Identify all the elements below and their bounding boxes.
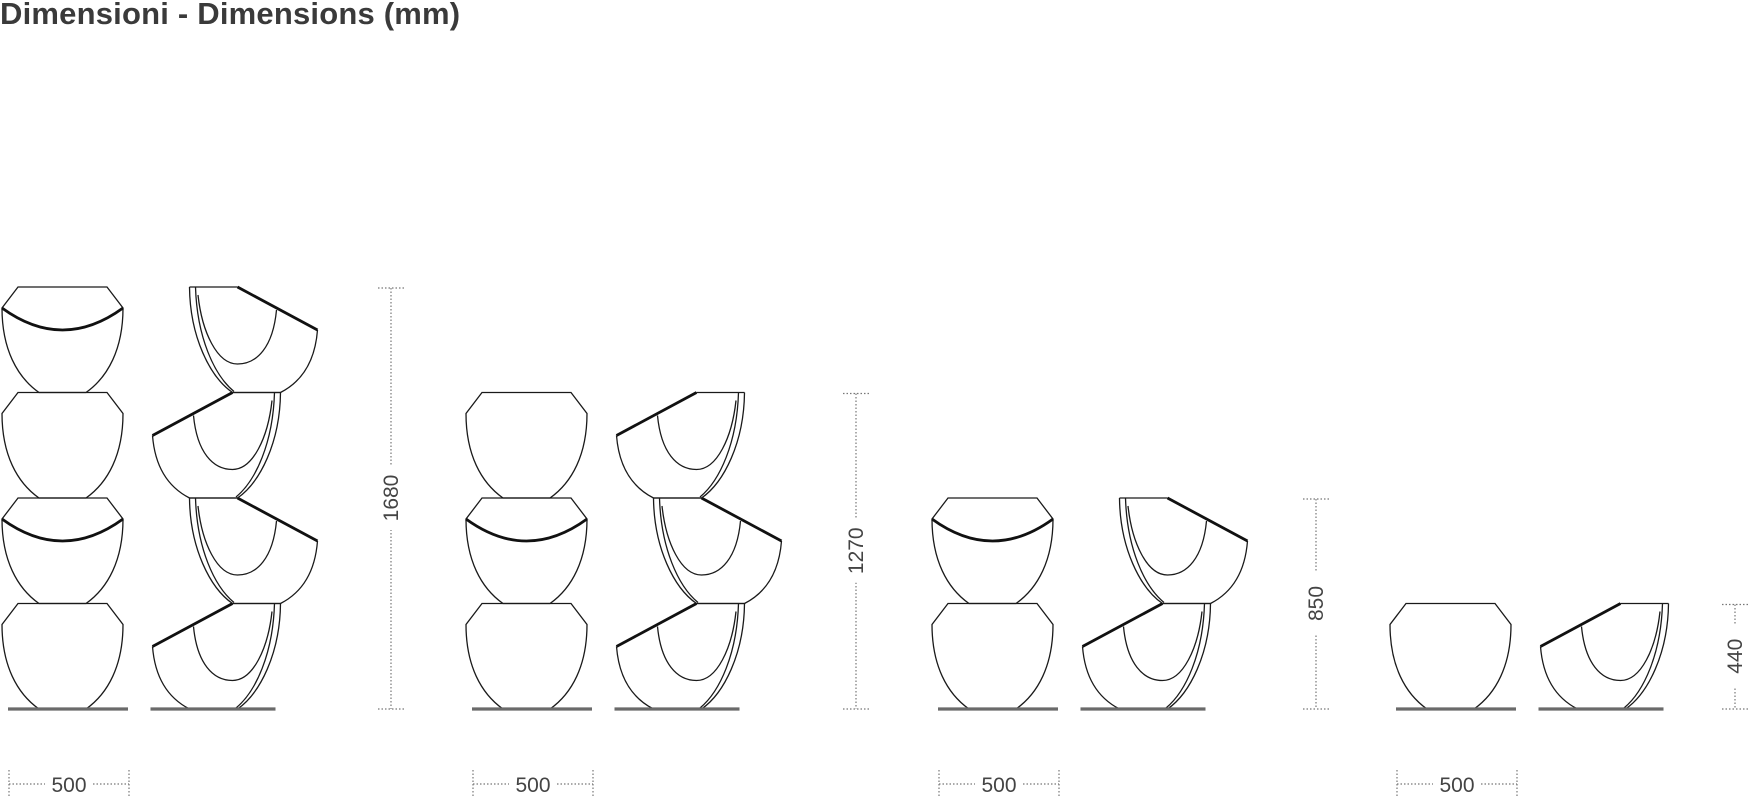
width-dimension: 500 — [1396, 770, 1518, 798]
shell-edge — [658, 497, 699, 604]
height-label: 850 — [1305, 586, 1328, 621]
seat-slope — [1539, 602, 1622, 648]
module-side-left — [1081, 602, 1212, 710]
module-side-left — [151, 391, 282, 499]
seat-hollow — [192, 611, 273, 682]
seat-rim — [465, 517, 588, 543]
configuration-1-modules: 440 500 — [1389, 602, 1748, 798]
module-outline — [465, 497, 588, 605]
height-label: 1680 — [380, 475, 403, 522]
module-front-plain — [1, 602, 124, 710]
width-label: 500 — [981, 774, 1016, 797]
module-outline — [1081, 602, 1212, 710]
seat-slope — [151, 391, 234, 437]
seat-rim — [931, 517, 1054, 543]
module-front-seat — [1, 286, 124, 394]
module-side-right — [1118, 496, 1249, 605]
seat-slope — [1081, 602, 1164, 648]
shell-edge — [1124, 497, 1165, 604]
seat-rim — [1, 517, 124, 543]
module-outline — [1, 602, 124, 710]
width-label: 500 — [51, 774, 86, 797]
seat-hollow — [1127, 505, 1208, 576]
module-front-seat — [465, 497, 588, 605]
seat-slope — [700, 496, 783, 543]
shell-edge — [699, 603, 740, 709]
module-outline — [465, 391, 588, 499]
shell-edge — [235, 392, 276, 498]
module-outline — [1118, 497, 1249, 605]
seat-hollow — [661, 505, 742, 576]
shell-edge — [235, 603, 276, 709]
width-dimension: 500 — [472, 770, 594, 798]
module-outline — [615, 602, 746, 710]
seat-hollow — [192, 400, 273, 471]
seat-slope — [615, 391, 698, 437]
width-dimension: 500 — [938, 770, 1060, 798]
height-dimension: 850 — [1303, 498, 1329, 710]
module-outline — [1, 391, 124, 499]
module-outline — [1389, 602, 1512, 710]
seat-slope — [236, 496, 319, 543]
configuration-4-modules: 1680 500 — [1, 285, 404, 798]
module-front-plain — [931, 602, 1054, 710]
seat-slope — [151, 602, 234, 648]
seat-rim — [1, 306, 124, 332]
width-label: 500 — [515, 774, 550, 797]
module-front-plain — [1389, 602, 1512, 710]
module-side-left — [1539, 602, 1670, 710]
seat-hollow — [656, 611, 737, 682]
seat-hollow — [1580, 611, 1661, 682]
module-outline — [151, 602, 282, 710]
module-front-plain — [1, 391, 124, 499]
module-side-left — [615, 391, 746, 499]
shell-edge — [699, 392, 740, 498]
height-label: 440 — [1724, 639, 1747, 674]
module-outline — [652, 497, 783, 605]
seat-slope — [1166, 496, 1249, 543]
configuration-2-modules: 850 500 — [931, 496, 1329, 798]
height-dimension: 1270 — [843, 392, 869, 710]
module-outline — [615, 391, 746, 499]
height-label: 1270 — [845, 527, 868, 574]
module-outline — [151, 391, 282, 499]
seat-hollow — [656, 400, 737, 471]
shell-edge — [194, 286, 235, 393]
width-dimension: 500 — [8, 770, 130, 798]
module-outline — [1, 497, 124, 605]
module-outline — [188, 286, 319, 394]
seat-hollow — [197, 294, 278, 365]
module-side-right — [652, 496, 783, 605]
module-outline — [1, 286, 124, 394]
module-outline — [188, 497, 319, 605]
seat-slope — [236, 285, 319, 332]
seat-slope — [615, 602, 698, 648]
shell-edge — [1623, 603, 1664, 709]
module-outline — [931, 602, 1054, 710]
module-side-right — [188, 496, 319, 605]
configuration-3-modules: 1270 500 — [465, 391, 869, 798]
module-side-left — [151, 602, 282, 710]
shell-edge — [194, 497, 235, 604]
page-title: Dimensioni - Dimensions (mm) — [0, 0, 461, 31]
module-side-right — [188, 285, 319, 394]
module-front-plain — [465, 391, 588, 499]
shell-edge — [1165, 603, 1206, 709]
height-dimension: 1680 — [378, 287, 404, 710]
width-label: 500 — [1439, 774, 1474, 797]
height-dimension: 440 — [1722, 603, 1748, 710]
seat-hollow — [1122, 611, 1203, 682]
module-side-left — [615, 602, 746, 710]
module-front-seat — [931, 497, 1054, 605]
module-front-plain — [465, 602, 588, 710]
module-outline — [931, 497, 1054, 605]
module-front-seat — [1, 497, 124, 605]
module-outline — [1539, 602, 1670, 710]
seat-hollow — [197, 505, 278, 576]
module-outline — [465, 602, 588, 710]
